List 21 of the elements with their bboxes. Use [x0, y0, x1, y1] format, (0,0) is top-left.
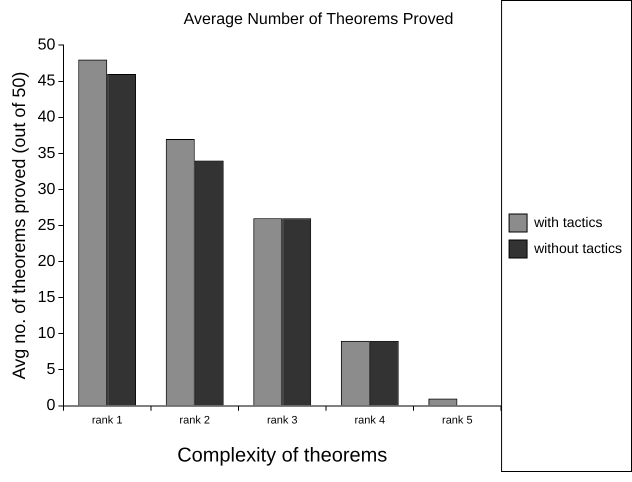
- y-axis-title: Avg no. of theorems proved (out of 50): [8, 72, 29, 380]
- y-tick-label: 45: [38, 72, 56, 90]
- x-tick-label: rank 2: [179, 414, 210, 426]
- legend-label: with tactics: [533, 214, 603, 230]
- y-tick-label: 50: [38, 36, 56, 54]
- y-tick-label: 40: [38, 108, 56, 126]
- y-tick-label: 30: [38, 180, 56, 198]
- chart-title: Average Number of Theorems Proved: [184, 11, 454, 28]
- y-tick-label: 20: [38, 252, 56, 270]
- legend-label: without tactics: [533, 240, 622, 256]
- x-tick-label: rank 4: [354, 414, 386, 426]
- y-tick-label: 25: [38, 216, 56, 234]
- x-tick-label: rank 3: [266, 414, 298, 426]
- x-tick-label: rank 1: [92, 414, 122, 426]
- y-tick-label: 15: [38, 289, 56, 306]
- x-axis-title: Complexity of theorems: [177, 444, 388, 467]
- y-tick-label: 0: [46, 397, 56, 414]
- x-tick-label: rank 5: [442, 414, 473, 426]
- y-tick-label: 5: [46, 361, 56, 378]
- y-tick-label: 35: [38, 144, 56, 162]
- y-tick-label: 10: [38, 325, 56, 342]
